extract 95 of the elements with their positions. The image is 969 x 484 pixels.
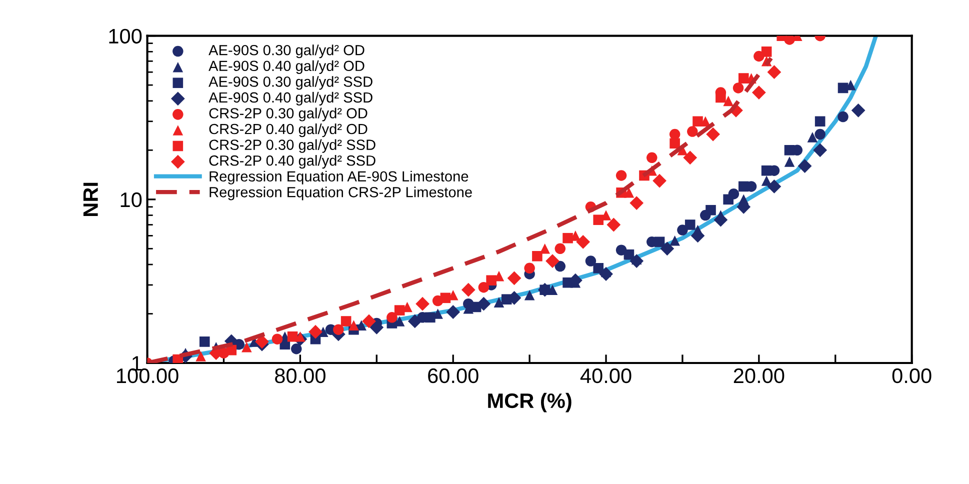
point	[507, 271, 522, 286]
point	[287, 331, 298, 342]
point	[199, 336, 210, 347]
point	[272, 334, 283, 344]
point	[494, 297, 504, 308]
point	[706, 127, 720, 142]
point	[333, 324, 344, 335]
point	[408, 314, 422, 328]
point	[386, 312, 398, 323]
point	[630, 254, 644, 268]
point	[593, 214, 604, 225]
legend-label: CRS-2P 0.40 gal/yd² OD	[209, 123, 368, 138]
point	[554, 260, 566, 272]
point	[784, 156, 795, 167]
point	[752, 86, 766, 100]
point	[683, 150, 698, 165]
point	[546, 254, 560, 268]
x-tick-label: 60.00	[428, 368, 478, 384]
legend-label: CRS-2P 0.30 gal/yd² OD	[209, 108, 368, 122]
point	[340, 316, 352, 326]
point	[654, 236, 665, 248]
point	[732, 82, 744, 94]
point	[478, 282, 490, 293]
point	[692, 116, 703, 127]
point	[624, 249, 634, 260]
point	[599, 267, 613, 281]
point	[706, 204, 716, 216]
point	[446, 305, 460, 319]
point	[196, 351, 206, 362]
point	[242, 342, 252, 352]
x-tick-label: 0.00	[892, 368, 932, 384]
legend-label: CRS-2P 0.30 gal/yd² SSD	[209, 139, 376, 153]
point	[440, 292, 451, 304]
legend-label: AE-90S 0.40 gal/yd² OD	[208, 60, 364, 74]
point	[838, 82, 848, 94]
point	[486, 275, 496, 286]
point	[646, 152, 658, 164]
point	[461, 282, 476, 297]
legend-label: AE-90S 0.40 gal/yd² SSD	[208, 92, 372, 106]
point	[348, 320, 359, 330]
point	[813, 143, 828, 158]
point	[716, 92, 726, 103]
point	[416, 296, 430, 311]
point	[761, 165, 772, 176]
point	[362, 314, 376, 328]
point	[593, 263, 604, 274]
point	[670, 235, 680, 246]
point	[660, 242, 674, 256]
point	[524, 262, 535, 274]
point	[616, 170, 627, 181]
point	[290, 343, 302, 354]
point	[652, 174, 666, 188]
point	[476, 296, 491, 311]
y-tick-label: 10	[120, 192, 142, 208]
y-axis-title: NRI	[83, 182, 98, 216]
point	[630, 196, 644, 210]
point	[687, 126, 698, 137]
y-tick-label: 100	[109, 28, 142, 44]
point	[425, 312, 436, 323]
point	[524, 290, 535, 300]
point	[255, 334, 269, 349]
legend-label: AE-90S 0.30 gal/yd² OD	[208, 44, 364, 58]
point	[554, 243, 566, 254]
point	[532, 250, 542, 262]
legend-label: Regression Equation AE-90S Limestone	[210, 170, 468, 184]
x-tick-label: 80.00	[275, 368, 326, 384]
point	[767, 65, 782, 80]
point	[684, 220, 696, 230]
point	[606, 218, 621, 232]
point	[767, 180, 782, 194]
x-tick-label: 20.00	[734, 368, 784, 384]
point	[394, 305, 405, 316]
x-axis-title: MCR (%)	[488, 392, 572, 412]
point	[838, 111, 848, 122]
x-tick-label: 100.00	[117, 368, 178, 384]
point	[738, 73, 749, 84]
point	[562, 232, 573, 244]
point	[670, 138, 680, 149]
point	[798, 159, 812, 173]
point	[851, 103, 866, 118]
point	[723, 194, 734, 205]
point	[807, 132, 818, 142]
point	[784, 145, 795, 156]
point	[308, 324, 322, 339]
point	[585, 256, 596, 266]
x-tick-label: 40.00	[580, 368, 632, 384]
legend-label: CRS-2P 0.40 gal/yd² SSD	[209, 155, 376, 169]
point	[576, 234, 590, 249]
point	[723, 96, 734, 106]
legend-label: AE-90S 0.30 gal/yd² SSD	[208, 76, 372, 90]
legend-label: Regression Equation CRS-2P Limestone	[210, 186, 472, 200]
point	[761, 46, 772, 57]
point	[738, 181, 749, 192]
point	[814, 128, 826, 140]
point	[814, 116, 826, 127]
